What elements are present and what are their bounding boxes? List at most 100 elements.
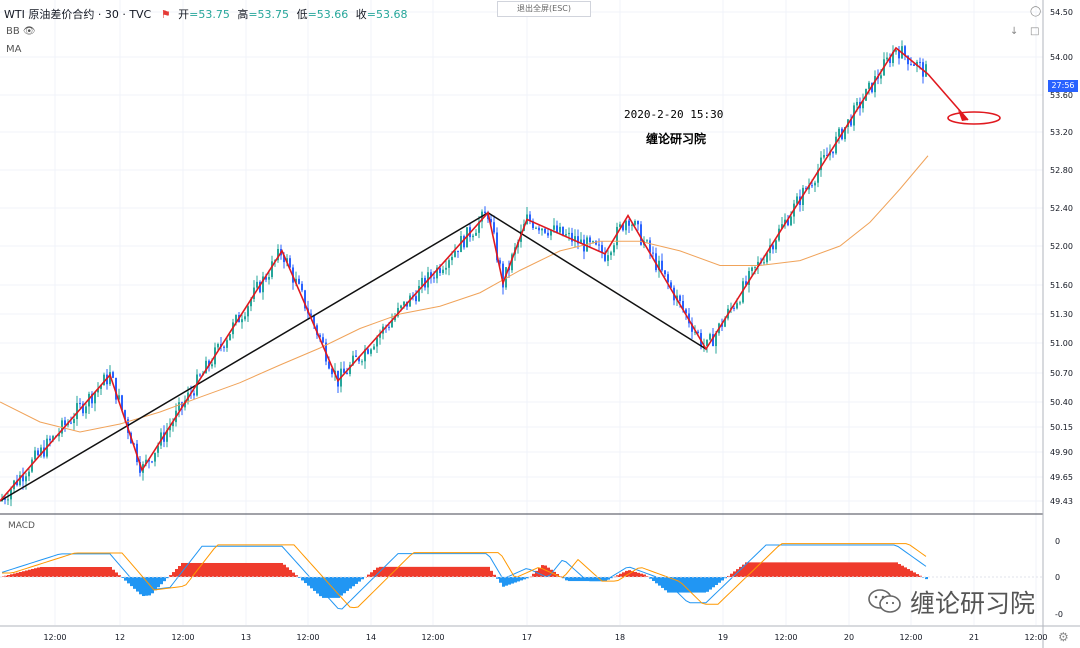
macd-histogram-bar: [649, 577, 652, 579]
candle-body: [817, 170, 819, 183]
macd-histogram-bar: [754, 562, 757, 577]
macd-histogram-bar: [325, 577, 328, 598]
macd-histogram-bar: [73, 567, 76, 577]
candle-body: [553, 225, 555, 230]
macd-histogram-bar: [523, 577, 526, 580]
macd-histogram-bar: [580, 577, 583, 582]
macd-histogram-bar: [298, 577, 301, 578]
candle-body: [376, 337, 378, 347]
macd-histogram-bar: [394, 566, 397, 577]
flag-icon[interactable]: ⚑: [160, 8, 171, 21]
macd-histogram-bar: [808, 562, 811, 577]
price-tick-label: 53.20: [1050, 128, 1073, 137]
candle-body: [835, 136, 837, 154]
macd-histogram-bar: [757, 562, 760, 577]
alert-icon[interactable]: ◯: [1030, 6, 1042, 17]
candle-body: [448, 260, 450, 268]
exit-fullscreen-hint[interactable]: 退出全屏(ESC): [497, 1, 591, 17]
candle-body: [895, 50, 897, 52]
price-tick-label: 50.70: [1050, 369, 1073, 378]
candle-body: [670, 282, 672, 288]
symbol-title[interactable]: WTI 原油差价合约 · 30 · TVC: [4, 8, 152, 21]
open-label: 开: [178, 8, 190, 21]
macd-label[interactable]: MACD: [8, 521, 35, 531]
macd-histogram-bar: [202, 562, 205, 577]
candle-body: [61, 420, 63, 434]
macd-histogram-bar: [643, 574, 646, 577]
macd-histogram-bar: [658, 577, 661, 586]
candle-body: [820, 157, 822, 171]
macd-histogram-bar: [769, 562, 772, 577]
candle-body: [898, 50, 900, 59]
macd-histogram-bar: [319, 577, 322, 597]
candle-body: [709, 334, 711, 340]
candle-body: [247, 306, 249, 317]
macd-histogram-bar: [670, 577, 673, 593]
macd-histogram-bar: [103, 567, 106, 577]
candle-body: [580, 239, 582, 244]
macd-histogram-bar: [52, 567, 55, 577]
candle-body: [472, 235, 474, 238]
price-tick-label: 52.80: [1050, 166, 1073, 175]
macd-histogram-bar: [652, 577, 655, 581]
macd-histogram-bar: [589, 577, 592, 582]
ma-line: [0, 155, 929, 433]
down-arrow-icon[interactable]: ↓: [1010, 26, 1019, 37]
macd-histogram-bar: [361, 577, 364, 580]
candle-body: [259, 281, 261, 293]
candle-body: [745, 281, 747, 285]
macd-histogram-bar: [235, 562, 238, 577]
candle-body: [667, 274, 669, 283]
macd-histogram-bar: [778, 562, 781, 577]
macd-histogram-bar: [295, 575, 298, 577]
candle-body: [568, 232, 570, 235]
candle-body: [157, 445, 159, 453]
candle-body: [862, 100, 864, 109]
candle-body: [490, 219, 492, 223]
macd-histogram-bar: [352, 577, 355, 587]
candle-body: [364, 349, 366, 362]
maximize-icon[interactable]: □: [1030, 26, 1040, 37]
candle-body: [286, 258, 288, 263]
high-value: =53.75: [248, 8, 290, 21]
candle-body: [139, 462, 141, 473]
macd-histogram-bar: [697, 577, 700, 593]
macd-histogram-bar: [22, 571, 25, 577]
eye-icon[interactable]: 👁: [22, 26, 36, 37]
candle-body: [349, 364, 351, 375]
macd-histogram-bar: [13, 573, 16, 577]
current-price-tag: 27:56: [1048, 80, 1078, 92]
macd-histogram-bar: [247, 562, 250, 577]
macd-histogram-bar: [457, 566, 460, 577]
macd-histogram-bar: [310, 577, 313, 589]
macd-histogram-bar: [85, 567, 88, 577]
target-ellipse: [947, 111, 1001, 125]
macd-histogram-bar: [829, 562, 832, 577]
macd-histogram-bar: [799, 562, 802, 577]
macd-tick-label: -0: [1055, 610, 1063, 619]
indicator-ma[interactable]: MA: [6, 44, 22, 55]
macd-histogram-bar: [496, 577, 499, 579]
time-tick-label: 21: [969, 633, 979, 642]
macd-histogram-bar: [184, 562, 187, 577]
macd-histogram-bar: [622, 572, 625, 577]
candle-body: [550, 229, 552, 236]
macd-histogram-bar: [136, 577, 139, 592]
candle-body: [199, 374, 201, 376]
macd-histogram-bar: [439, 566, 442, 577]
settings-gear-icon[interactable]: ⚙: [1058, 630, 1069, 644]
candle-body: [811, 185, 813, 187]
macd-histogram-bar: [367, 574, 370, 577]
indicator-bb[interactable]: BB 👁: [6, 26, 36, 37]
macd-histogram-bar: [877, 562, 880, 577]
macd-histogram-bar: [385, 566, 388, 577]
macd-histogram-bar: [661, 577, 664, 588]
watermark-text: 缠论研习院: [910, 589, 1036, 618]
candle-body: [109, 372, 111, 385]
candle-body: [172, 422, 174, 427]
macd-histogram-bar: [712, 577, 715, 588]
macd-histogram-bar: [835, 562, 838, 577]
candle-body: [118, 395, 120, 400]
candle-body: [436, 267, 438, 279]
candle-body: [559, 226, 561, 233]
